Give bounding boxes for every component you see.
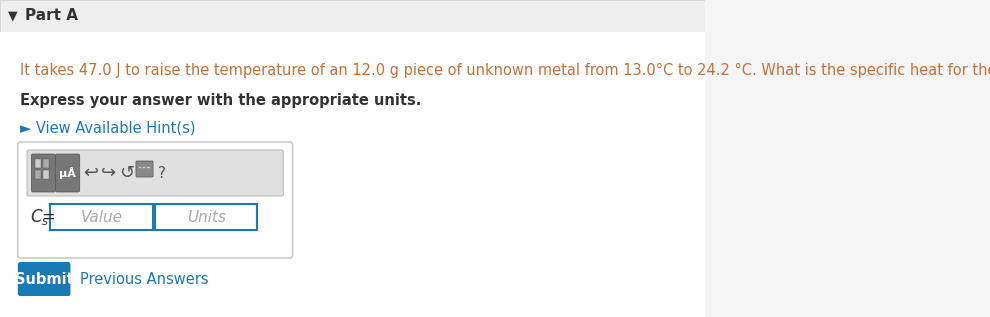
FancyBboxPatch shape bbox=[43, 159, 50, 168]
Text: Value: Value bbox=[81, 210, 123, 224]
FancyBboxPatch shape bbox=[0, 32, 705, 317]
Text: It takes 47.0 J to raise the temperature of an 12.0 g piece of unknown metal fro: It takes 47.0 J to raise the temperature… bbox=[20, 62, 990, 78]
Text: Units: Units bbox=[187, 210, 226, 224]
FancyBboxPatch shape bbox=[136, 161, 153, 177]
Text: ↺: ↺ bbox=[119, 164, 135, 182]
Text: $C_s$: $C_s$ bbox=[30, 207, 50, 227]
Text: Submit: Submit bbox=[15, 271, 73, 287]
Text: μÅ: μÅ bbox=[59, 167, 76, 179]
FancyBboxPatch shape bbox=[35, 159, 42, 168]
FancyBboxPatch shape bbox=[27, 150, 283, 196]
Text: Previous Answers: Previous Answers bbox=[80, 271, 208, 287]
FancyBboxPatch shape bbox=[50, 204, 153, 230]
Text: ↩: ↩ bbox=[83, 164, 99, 182]
Text: Part A: Part A bbox=[25, 9, 78, 23]
Text: ▼: ▼ bbox=[8, 10, 18, 23]
FancyBboxPatch shape bbox=[18, 262, 70, 296]
FancyBboxPatch shape bbox=[155, 204, 257, 230]
Text: ► View Available Hint(s): ► View Available Hint(s) bbox=[20, 120, 195, 135]
FancyBboxPatch shape bbox=[43, 170, 50, 179]
FancyBboxPatch shape bbox=[35, 170, 42, 179]
Text: Express your answer with the appropriate units.: Express your answer with the appropriate… bbox=[20, 93, 422, 107]
FancyBboxPatch shape bbox=[32, 154, 55, 192]
FancyBboxPatch shape bbox=[18, 142, 293, 258]
Text: ↪: ↪ bbox=[101, 164, 117, 182]
Text: ?: ? bbox=[158, 165, 166, 180]
FancyBboxPatch shape bbox=[55, 154, 80, 192]
FancyBboxPatch shape bbox=[0, 0, 705, 32]
Text: =: = bbox=[42, 208, 55, 226]
